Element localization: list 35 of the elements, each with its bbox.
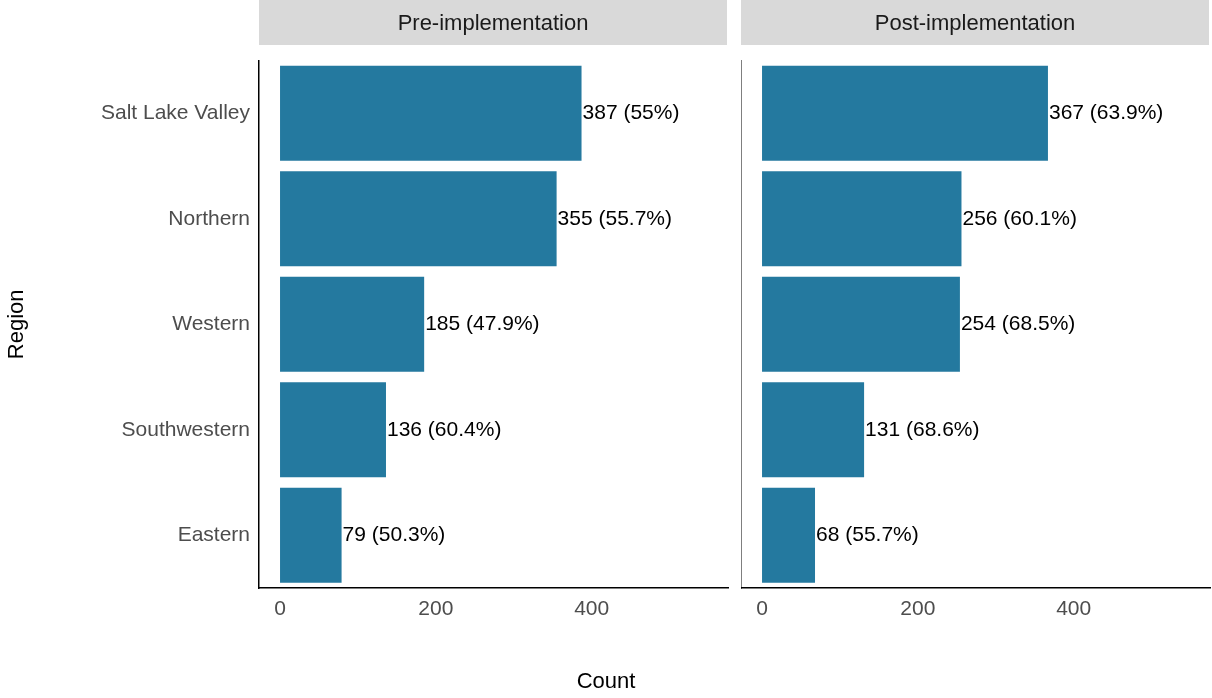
y-tick-label: Salt Lake Valley	[100, 100, 251, 124]
bar	[762, 382, 865, 478]
bar	[762, 171, 962, 267]
y-tick-label: Western	[172, 311, 250, 335]
bar	[762, 276, 960, 372]
x-tick-label: 0	[756, 596, 768, 620]
y-tick-label: Eastern	[177, 522, 250, 546]
bar	[280, 65, 582, 161]
data-label: 68 (55.7%)	[816, 522, 919, 546]
x-tick-label: 400	[1056, 596, 1092, 620]
x-tick-label: 0	[274, 596, 286, 620]
data-label: 254 (68.5%)	[960, 311, 1076, 335]
data-label: 185 (47.9%)	[425, 311, 540, 335]
x-tick-label: 400	[574, 596, 610, 620]
data-label: 355 (55.7%)	[557, 205, 673, 229]
bar	[280, 276, 425, 372]
x-axis-title: Count	[575, 668, 637, 694]
chart-title: Pre-implementation	[259, 0, 727, 45]
bar	[280, 171, 557, 267]
y-tick-label: Southwestern	[121, 416, 250, 440]
bar	[762, 65, 1048, 161]
x-tick-label: 200	[418, 596, 454, 620]
data-label: 79 (50.3%)	[342, 522, 446, 546]
data-label: 136 (60.4%)	[386, 416, 502, 440]
bar	[280, 382, 386, 478]
data-label: 256 (60.1%)	[962, 205, 1077, 229]
data-label: 387 (55%)	[582, 100, 680, 124]
chart-title: Post-implementation	[741, 0, 1209, 45]
bar	[762, 487, 816, 583]
y-axis-title: Region	[3, 289, 29, 360]
y-tick-label: Northern	[168, 205, 250, 229]
data-label: 131 (68.6%)	[865, 416, 980, 440]
bar	[280, 487, 342, 583]
x-tick-label: 200	[900, 596, 936, 620]
data-label: 367 (63.9%)	[1048, 100, 1164, 124]
